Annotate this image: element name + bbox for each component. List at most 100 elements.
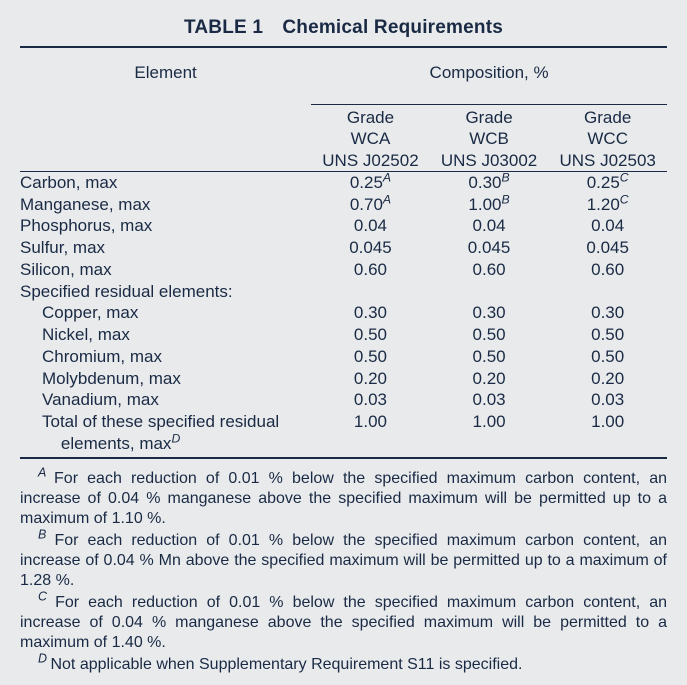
grade-2-code: WCB (430, 128, 549, 149)
table-row: Molybdenum, max0.200.200.20 (20, 368, 667, 390)
row-label: Nickel, max (20, 324, 311, 346)
row-value: 1.00B (430, 194, 549, 216)
footnote-ref: B (502, 192, 510, 206)
row-value: 0.03 (548, 389, 667, 411)
footnote-mark: C (38, 589, 55, 603)
row-label: Manganese, max (20, 194, 311, 216)
footnotes: A For each reduction of 0.01 % below the… (20, 469, 667, 675)
header-row-code: WCA WCB WCC (20, 128, 667, 149)
table-row: Phosphorus, max0.040.040.04 (20, 215, 667, 237)
row-value: 1.00 (430, 411, 549, 455)
footnote-ref: A (383, 170, 391, 184)
rule-bottom (20, 457, 667, 459)
row-value: 0.20 (311, 368, 430, 390)
row-value (311, 281, 430, 303)
header-composition: Composition, % (311, 52, 667, 101)
table-row: Nickel, max0.500.500.50 (20, 324, 667, 346)
row-label: Molybdenum, max (20, 368, 311, 390)
table-row: Carbon, max0.25A0.30B0.25C (20, 172, 667, 194)
row-value: 0.20 (430, 368, 549, 390)
row-label: Vanadium, max (20, 389, 311, 411)
grade-3-code: WCC (548, 128, 667, 149)
row-value: 0.60 (548, 259, 667, 281)
footnote: A For each reduction of 0.01 % below the… (20, 469, 667, 529)
grade-2-grade: Grade (430, 107, 549, 128)
row-value: 0.50 (548, 324, 667, 346)
table-page: TABLE 1 Chemical Requirements Element Co… (0, 0, 687, 685)
row-value: 0.50 (430, 324, 549, 346)
table-row: Copper, max0.300.300.30 (20, 302, 667, 324)
grade-2-uns: UNS J03002 (430, 150, 549, 171)
table-title: TABLE 1 Chemical Requirements (20, 10, 667, 44)
row-value: 0.20 (548, 368, 667, 390)
grade-1-code: WCA (311, 128, 430, 149)
row-value: 0.30 (430, 302, 549, 324)
footnote-mark: B (38, 527, 54, 541)
header-element: Element (20, 52, 311, 101)
row-value: 0.30 (548, 302, 667, 324)
row-label: Total of these specified residual elemen… (20, 411, 311, 455)
footnote: D Not applicable when Supplementary Requ… (20, 655, 667, 675)
footnote-ref: C (620, 170, 629, 184)
row-label: Phosphorus, max (20, 215, 311, 237)
row-value: 0.045 (430, 237, 549, 259)
table-row: Manganese, max0.70A1.00B1.20C (20, 194, 667, 216)
footnote-ref: A (383, 192, 391, 206)
row-value: 0.50 (430, 346, 549, 368)
footnote-mark: A (38, 465, 54, 479)
row-value: 0.50 (311, 324, 430, 346)
table-row: Sulfur, max0.0450.0450.045 (20, 237, 667, 259)
footnote-text: For each reduction of 0.01 % below the s… (20, 532, 667, 589)
row-value: 1.20C (548, 194, 667, 216)
table-bottom-rule-row (20, 455, 667, 463)
grade-3-grade: Grade (548, 107, 667, 128)
row-value: 0.50 (548, 346, 667, 368)
row-value: 0.04 (430, 215, 549, 237)
footnote-ref: B (502, 170, 510, 184)
row-value: 1.00 (548, 411, 667, 455)
footnote-mark: D (38, 651, 50, 665)
footnote-text: Not applicable when Supplementary Requir… (50, 656, 522, 673)
row-value: 0.03 (311, 389, 430, 411)
table-row: Chromium, max0.500.500.50 (20, 346, 667, 368)
footnote: C For each reduction of 0.01 % below the… (20, 593, 667, 653)
row-label: Silicon, max (20, 259, 311, 281)
chemical-requirements-table: Element Composition, % Grade Grade Grade… (20, 52, 667, 463)
footnote-text: For each reduction of 0.01 % below the s… (20, 470, 667, 527)
row-label: Copper, max (20, 302, 311, 324)
table-row: Vanadium, max0.030.030.03 (20, 389, 667, 411)
row-value: 0.60 (430, 259, 549, 281)
row-value: 0.04 (548, 215, 667, 237)
table-body: Carbon, max0.25A0.30B0.25CManganese, max… (20, 172, 667, 455)
row-label: Chromium, max (20, 346, 311, 368)
table-row: Specified residual elements: (20, 281, 667, 303)
row-label: Carbon, max (20, 172, 311, 194)
table-row: Total of these specified residual elemen… (20, 411, 667, 455)
row-label: Sulfur, max (20, 237, 311, 259)
table-row: Silicon, max0.600.600.60 (20, 259, 667, 281)
row-value: 0.25C (548, 172, 667, 194)
row-value: 0.04 (311, 215, 430, 237)
row-value: 0.30B (430, 172, 549, 194)
row-value: 1.00 (311, 411, 430, 455)
footnote-ref: C (620, 192, 629, 206)
header-row-1: Element Composition, % (20, 52, 667, 101)
header-row-grade: Grade Grade Grade (20, 107, 667, 128)
grade-1-uns: UNS J02502 (311, 150, 430, 171)
row-label: Specified residual elements: (20, 281, 311, 303)
footnote: B For each reduction of 0.01 % below the… (20, 531, 667, 591)
rule-top (20, 46, 667, 48)
row-value: 0.045 (548, 237, 667, 259)
header-row-uns: UNS J02502 UNS J03002 UNS J02503 (20, 150, 667, 171)
row-value: 0.25A (311, 172, 430, 194)
grade-3-uns: UNS J02503 (548, 150, 667, 171)
row-value: 0.70A (311, 194, 430, 216)
footnote-text: For each reduction of 0.01 % below the s… (20, 594, 667, 651)
grade-1-grade: Grade (311, 107, 430, 128)
row-value: 0.50 (311, 346, 430, 368)
row-value: 0.03 (430, 389, 549, 411)
row-value: 0.045 (311, 237, 430, 259)
row-value: 0.30 (311, 302, 430, 324)
row-value: 0.60 (311, 259, 430, 281)
row-value (430, 281, 549, 303)
